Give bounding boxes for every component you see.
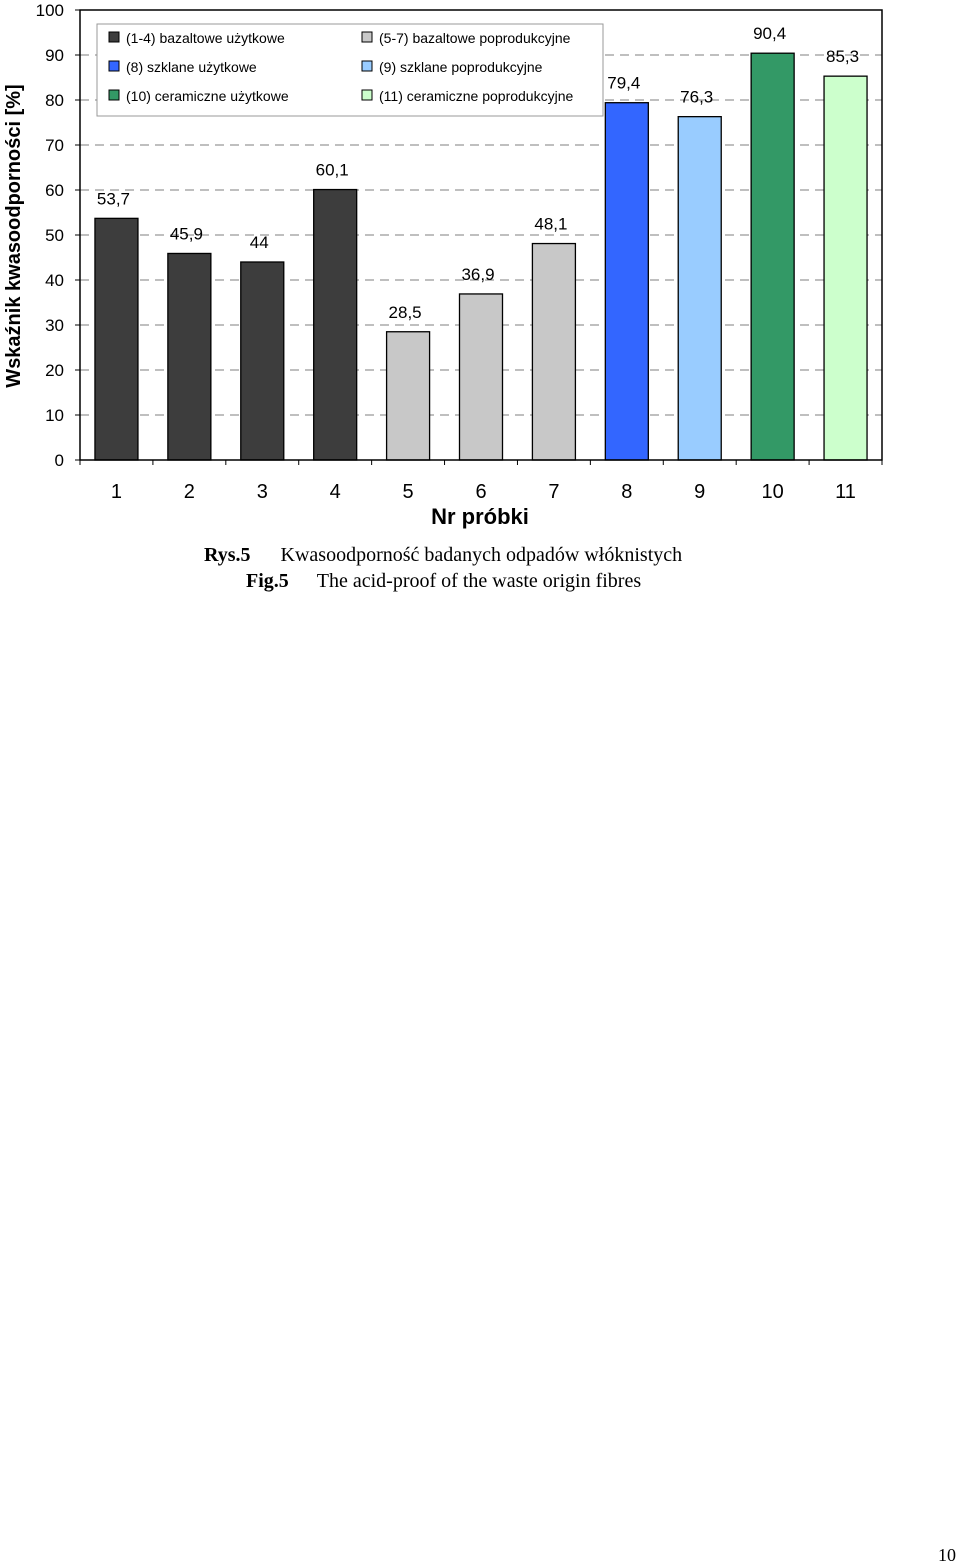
bar-11 — [823, 75, 868, 461]
y-tick-label: 20 — [45, 361, 64, 380]
x-tick-label: 10 — [762, 481, 784, 503]
bar-3 — [240, 261, 285, 461]
data-label-7: 48,1 — [534, 215, 567, 234]
legend-entry-label: (10) ceramiczne użytkowe — [126, 88, 289, 104]
legend-swatch — [108, 60, 120, 72]
data-label-10: 90,4 — [753, 24, 786, 43]
data-label-5: 28,5 — [389, 303, 422, 322]
x-tick-label: 7 — [548, 481, 559, 503]
page-number: 10 — [938, 1545, 956, 1565]
x-axis-label: Nr próbki — [431, 504, 529, 529]
y-tick-label: 100 — [36, 1, 64, 20]
x-tick-label: 3 — [257, 481, 268, 503]
y-tick-label: 0 — [55, 451, 64, 470]
legend-box — [96, 23, 604, 117]
gridlines — [80, 54, 882, 416]
bar-4 — [313, 188, 358, 461]
data-label-8: 79,4 — [607, 74, 640, 93]
bar-9 — [677, 116, 722, 461]
y-tick-label: 80 — [45, 91, 64, 110]
data-labels: 53,7 45,9 44 60,1 28,5 36,9 48,1 79,4 76,3 90,4 85… — [97, 24, 859, 322]
data-label-6: 36,9 — [461, 265, 494, 284]
x-tick-label: 9 — [694, 481, 705, 503]
x-tick-label: 4 — [330, 481, 341, 503]
legend-swatch — [361, 31, 373, 43]
legend-entry-label: (1-4) bazaltowe użytkowe — [126, 30, 285, 46]
y-tick-label: 90 — [45, 46, 64, 65]
y-tick-label: 10 — [45, 406, 64, 425]
bar-7 — [531, 242, 577, 461]
legend-entry-label: (9) szklane poprodukcyjne — [379, 59, 543, 75]
data-label-2: 45,9 — [170, 224, 203, 243]
caption-text-pl: Kwasoodporność badanych odpadów włóknist… — [280, 544, 683, 566]
x-tick-label: 1 — [111, 481, 122, 503]
legend-entry-label: (8) szklane użytkowe — [126, 59, 257, 75]
bars — [94, 52, 868, 461]
x-tick-label: 11 — [835, 481, 856, 503]
data-label-11: 85,3 — [826, 47, 859, 66]
bar-1 — [94, 217, 139, 461]
x-tick-label: 5 — [403, 481, 414, 503]
figure-caption-pl: Rys.5 Kwasoodporność badanych odpadów włó… — [204, 544, 682, 567]
y-tick-label: 50 — [45, 226, 64, 245]
figure-caption-en: Fig.5 The acid-proof of the waste origin … — [246, 570, 641, 593]
legend-swatch — [108, 89, 120, 101]
y-tick-label: 60 — [45, 181, 64, 200]
legend-swatch — [108, 31, 120, 43]
legend: (1-4) bazaltowe użytkowe (5-7) bazaltowe … — [96, 23, 604, 117]
bar-8 — [604, 102, 649, 461]
y-tick-label: 40 — [45, 271, 64, 290]
bar-6 — [458, 293, 504, 461]
x-tick-label: 6 — [475, 481, 486, 503]
y-axis-label: Wskaźnik kwasoodporności [%] — [3, 84, 25, 387]
data-label-3: 44 — [250, 233, 269, 252]
bar-2 — [167, 252, 212, 461]
bar-5 — [385, 331, 431, 461]
caption-label-pl: Rys.5 — [204, 544, 251, 566]
bar-chart: 0 10 20 30 40 50 60 70 80 90 100 1 2 3 4 5 6 7 8 9 10 11 53,7… — [3, 1, 883, 529]
legend-swatch — [361, 60, 373, 72]
x-tick-label: 2 — [184, 481, 195, 503]
legend-entry-label: (11) ceramiczne poprodukcyjne — [379, 88, 573, 104]
legend-swatch — [361, 89, 373, 101]
axes: 0 10 20 30 40 50 60 70 80 90 100 1 2 3 4 5 6 7 8 9 10 11 — [36, 1, 883, 503]
legend-entry-label: (5-7) bazaltowe poprodukcyjne — [379, 30, 571, 46]
x-tick-label: 8 — [621, 481, 632, 503]
data-label-1: 53,7 — [97, 189, 130, 208]
data-label-9: 76,3 — [680, 88, 713, 107]
data-label-4: 60,1 — [316, 161, 349, 180]
caption-text-en: The acid-proof of the waste origin fibre… — [316, 570, 642, 592]
bar-10 — [750, 52, 795, 461]
caption-label-en: Fig.5 — [246, 570, 289, 592]
y-tick-label: 70 — [45, 136, 64, 155]
y-tick-label: 30 — [45, 316, 64, 335]
